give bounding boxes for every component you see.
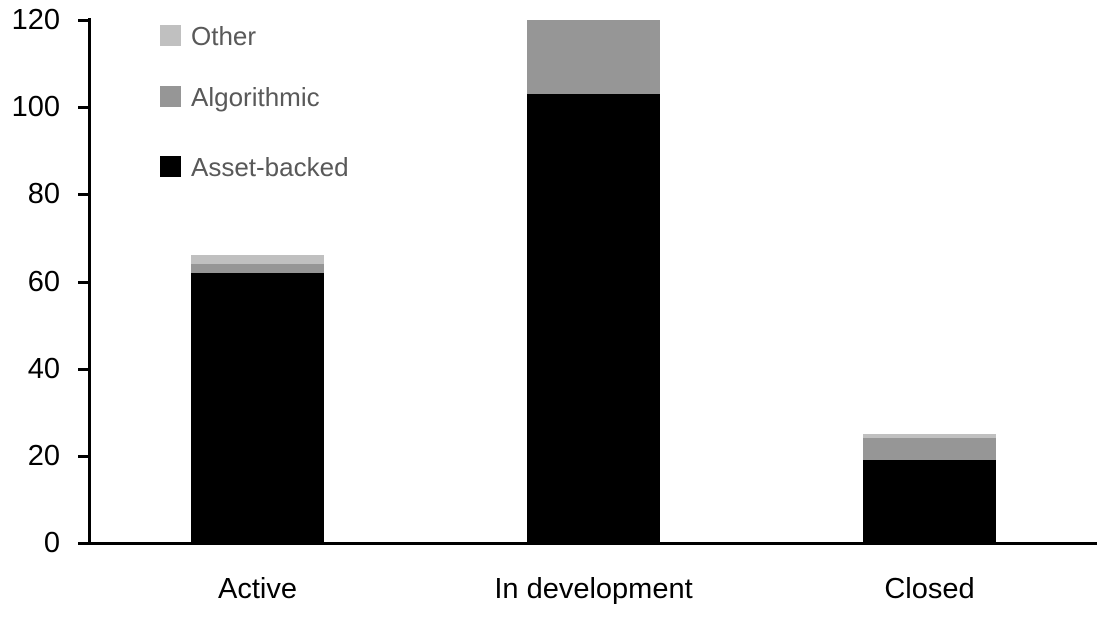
bar-segment-active-other <box>191 255 324 265</box>
y-tick-mark-80 <box>78 193 90 197</box>
legend-item-asset-backed: Asset-backed <box>160 151 349 182</box>
y-tick-mark-60 <box>78 280 90 284</box>
bar-segment-in-development-algorithmic <box>527 20 660 95</box>
y-tick-mark-100 <box>78 106 90 110</box>
bar-segment-in-development-asset-backed <box>527 94 660 543</box>
y-tick-label-20: 20 <box>27 439 60 472</box>
x-axis-line <box>78 542 1097 545</box>
legend-label-asset-backed: Asset-backed <box>191 151 349 182</box>
y-tick-label-0: 0 <box>43 527 60 559</box>
bar-segment-closed-algorithmic <box>863 438 996 461</box>
x-axis-label-closed: Closed <box>884 573 975 605</box>
y-tick-label-100: 100 <box>11 91 60 124</box>
y-tick-mark-0 <box>78 542 90 545</box>
legend-item-algorithmic: Algorithmic <box>160 81 320 112</box>
legend-label-other: Other <box>191 20 257 51</box>
bar-segment-closed-other <box>863 434 996 439</box>
legend-swatch-algorithmic <box>160 86 181 107</box>
y-tick-label-80: 80 <box>27 178 60 211</box>
y-tick-label-40: 40 <box>27 352 60 385</box>
legend-item-other: Other <box>160 20 257 51</box>
bar-segment-closed-asset-backed <box>863 460 996 543</box>
x-axis-label-active: Active <box>218 573 297 605</box>
legend-swatch-other <box>160 25 181 46</box>
y-tick-label-120: 120 <box>11 4 60 36</box>
bar-segment-active-asset-backed <box>191 272 324 543</box>
x-axis-label-in-development: In development <box>494 573 693 605</box>
bar-segment-active-algorithmic <box>191 264 324 273</box>
y-tick-mark-120 <box>78 19 90 22</box>
y-tick-mark-40 <box>78 367 90 371</box>
y-tick-mark-20 <box>78 454 90 458</box>
y-tick-label-60: 60 <box>27 265 60 298</box>
legend-label-algorithmic: Algorithmic <box>191 81 320 112</box>
legend-swatch-asset-backed <box>160 156 181 177</box>
